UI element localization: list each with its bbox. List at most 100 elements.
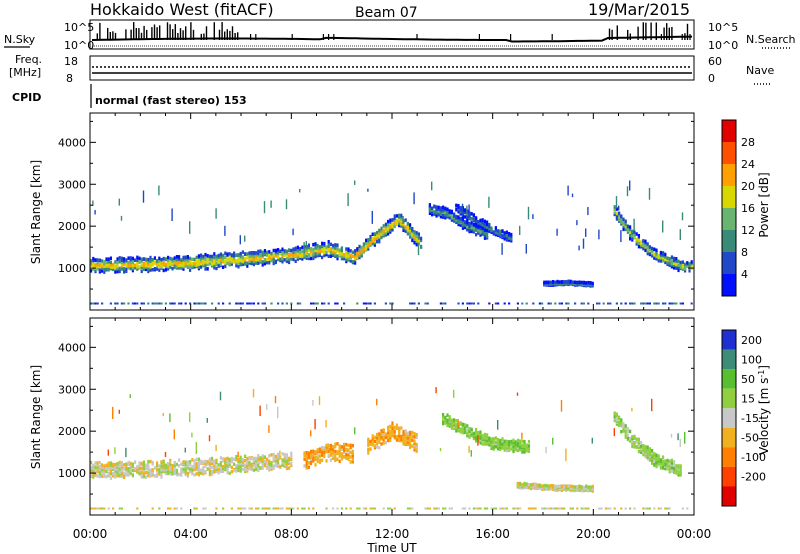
scatter-cell [310, 247, 313, 251]
scatter-cell [409, 430, 412, 435]
nsky-label: N.Sky [4, 33, 36, 46]
scatter-cell [237, 465, 240, 470]
scatter-cell [574, 280, 577, 284]
scatter-cell [391, 421, 394, 425]
scatter-cell [101, 469, 104, 474]
scatter-cell [127, 460, 130, 465]
scatter-cell [373, 243, 376, 247]
scatter-cell [288, 456, 291, 461]
scatter-cell [206, 460, 209, 464]
scatter-cell [404, 218, 407, 222]
scatter-cell [413, 230, 416, 234]
scatter-cell [393, 434, 396, 439]
scatter-cell [670, 302, 673, 305]
scatter-cell [288, 461, 291, 466]
scatter-cell [134, 460, 137, 464]
scatter-cell [189, 470, 192, 474]
scatter-cell [499, 438, 502, 443]
scatter-cell [354, 427, 356, 435]
scatter-cell [301, 257, 304, 261]
scatter-cell [560, 484, 563, 488]
noise-bar [166, 22, 169, 40]
scatter-cell [175, 470, 178, 475]
scatter-cell [290, 457, 293, 461]
scatter-cell [191, 262, 194, 266]
scatter-cell [237, 459, 240, 463]
scatter-cell [230, 507, 233, 510]
scatter-cell [391, 426, 394, 431]
scatter-cell [662, 302, 665, 305]
scatter-cell [107, 259, 110, 264]
scatter-cell [180, 302, 183, 305]
scatter-cell [158, 468, 161, 472]
scatter-cell [464, 215, 467, 219]
scatter-cell [387, 219, 390, 224]
noise-bar [608, 28, 611, 40]
scatter-cell [629, 233, 632, 237]
noise-bar [663, 27, 665, 40]
scatter-cell [497, 439, 500, 444]
scatter-cell [283, 258, 286, 262]
scatter-cell [235, 455, 238, 459]
scatter-cell [373, 232, 376, 236]
scatter-cell [283, 251, 286, 255]
scatter-cell [204, 464, 207, 468]
scatter-cell [629, 227, 632, 232]
scatter-cell [94, 465, 97, 469]
scatter-cell [142, 460, 145, 464]
scatter-cell [127, 302, 130, 305]
scatter-cell [131, 468, 134, 473]
scatter-cell [180, 258, 183, 262]
scatter-cell [662, 251, 665, 255]
scatter-cell [237, 257, 240, 261]
scatter-cell [180, 266, 183, 270]
scatter-cell [554, 302, 557, 305]
scatter-cell [664, 302, 667, 305]
scatter-cell [272, 452, 275, 457]
noise-bar [99, 22, 101, 40]
scatter-cell [545, 483, 548, 488]
scatter-cell [145, 258, 148, 262]
scatter-cell [250, 302, 253, 305]
scatter-cell [118, 266, 121, 271]
scatter-cell [213, 263, 216, 268]
scatter-cell [413, 241, 416, 245]
scatter-cell [626, 227, 629, 231]
scatter-cell [336, 243, 339, 247]
scatter-cell [318, 245, 321, 249]
scatter-cell [94, 302, 97, 305]
scatter-cell [468, 445, 470, 453]
scatter-cell [382, 232, 385, 236]
scatter-cell [340, 456, 343, 461]
scatter-cell [466, 302, 469, 305]
scatter-cell [226, 456, 229, 461]
scatter-cell [659, 466, 662, 470]
scatter-cell [233, 251, 236, 255]
scatter-cell [171, 464, 174, 468]
scatter-cell [523, 481, 526, 486]
scatter-cell [382, 428, 385, 432]
noise-bar [190, 22, 192, 40]
scatter-cell [598, 507, 601, 510]
scatter-cell [193, 473, 196, 477]
scatter-cell [633, 441, 636, 445]
scatter-cell [147, 267, 150, 271]
scatter-cell [310, 449, 313, 454]
scatter-cell [244, 235, 246, 242]
scatter-cell [329, 247, 332, 251]
scatter-cell [354, 254, 357, 258]
scatter-cell [197, 464, 200, 469]
noise-tick-low-right: 10^0 [708, 39, 738, 52]
scatter-cell [402, 432, 405, 436]
scatter-cell [486, 225, 489, 229]
scatter-cell [94, 468, 97, 472]
scatter-cell [239, 461, 242, 466]
scatter-cell [505, 230, 508, 234]
scatter-cell [123, 266, 126, 271]
scatter-cell [673, 263, 676, 267]
scatter-cell [312, 400, 314, 406]
scatter-cell [340, 447, 343, 451]
scatter-cell [679, 302, 682, 305]
scatter-cell [290, 252, 293, 257]
scatter-cell [472, 507, 475, 510]
